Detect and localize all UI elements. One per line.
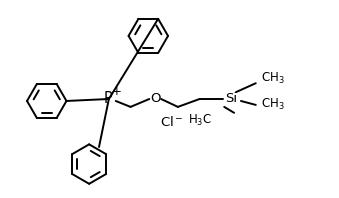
- Text: CH$_3$: CH$_3$: [261, 71, 284, 86]
- Text: P: P: [103, 91, 112, 107]
- Text: CH$_3$: CH$_3$: [261, 97, 284, 112]
- Text: O: O: [150, 92, 160, 106]
- Text: +: +: [112, 85, 122, 98]
- Text: H$_3$C: H$_3$C: [188, 113, 213, 128]
- Text: Cl$^-$: Cl$^-$: [160, 115, 184, 129]
- Text: Si: Si: [225, 92, 237, 106]
